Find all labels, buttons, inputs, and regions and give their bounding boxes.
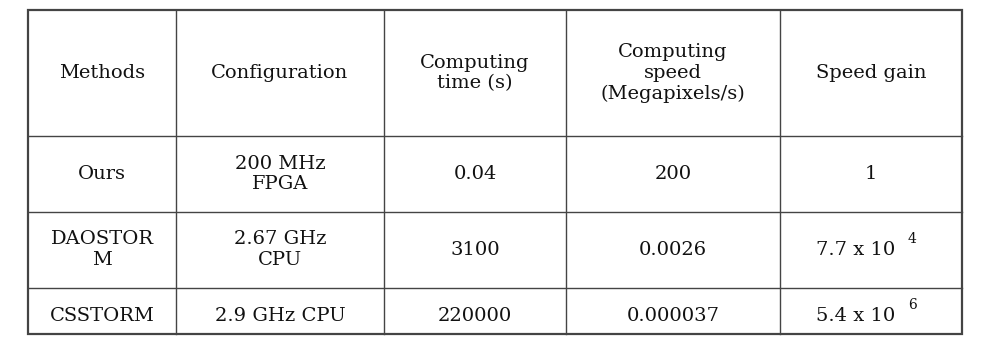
Text: 4: 4 xyxy=(908,233,917,246)
Text: 3100: 3100 xyxy=(450,241,500,259)
Text: 0.0026: 0.0026 xyxy=(639,241,707,259)
Text: 2.9 GHz CPU: 2.9 GHz CPU xyxy=(215,307,345,325)
Text: Methods: Methods xyxy=(59,64,145,82)
Text: Computing
time (s): Computing time (s) xyxy=(420,54,530,92)
Text: 5.4 x 10: 5.4 x 10 xyxy=(816,307,896,325)
Text: 200: 200 xyxy=(654,165,692,183)
Text: Computing
speed
(Megapixels/s): Computing speed (Megapixels/s) xyxy=(601,43,745,103)
Text: Configuration: Configuration xyxy=(211,64,349,82)
Text: 200 MHz
FPGA: 200 MHz FPGA xyxy=(235,155,325,193)
Text: DAOSTOR
M: DAOSTOR M xyxy=(50,230,154,269)
Text: 0.04: 0.04 xyxy=(453,165,497,183)
Text: 220000: 220000 xyxy=(438,307,512,325)
Text: Ours: Ours xyxy=(78,165,126,183)
Text: 6: 6 xyxy=(908,299,917,312)
Text: CSSTORM: CSSTORM xyxy=(50,307,154,325)
Text: Speed gain: Speed gain xyxy=(816,64,926,82)
Text: 0.000037: 0.000037 xyxy=(626,307,720,325)
Text: 2.67 GHz
CPU: 2.67 GHz CPU xyxy=(234,230,326,269)
Text: 1: 1 xyxy=(865,165,877,183)
Text: 7.7 x 10: 7.7 x 10 xyxy=(816,241,896,259)
